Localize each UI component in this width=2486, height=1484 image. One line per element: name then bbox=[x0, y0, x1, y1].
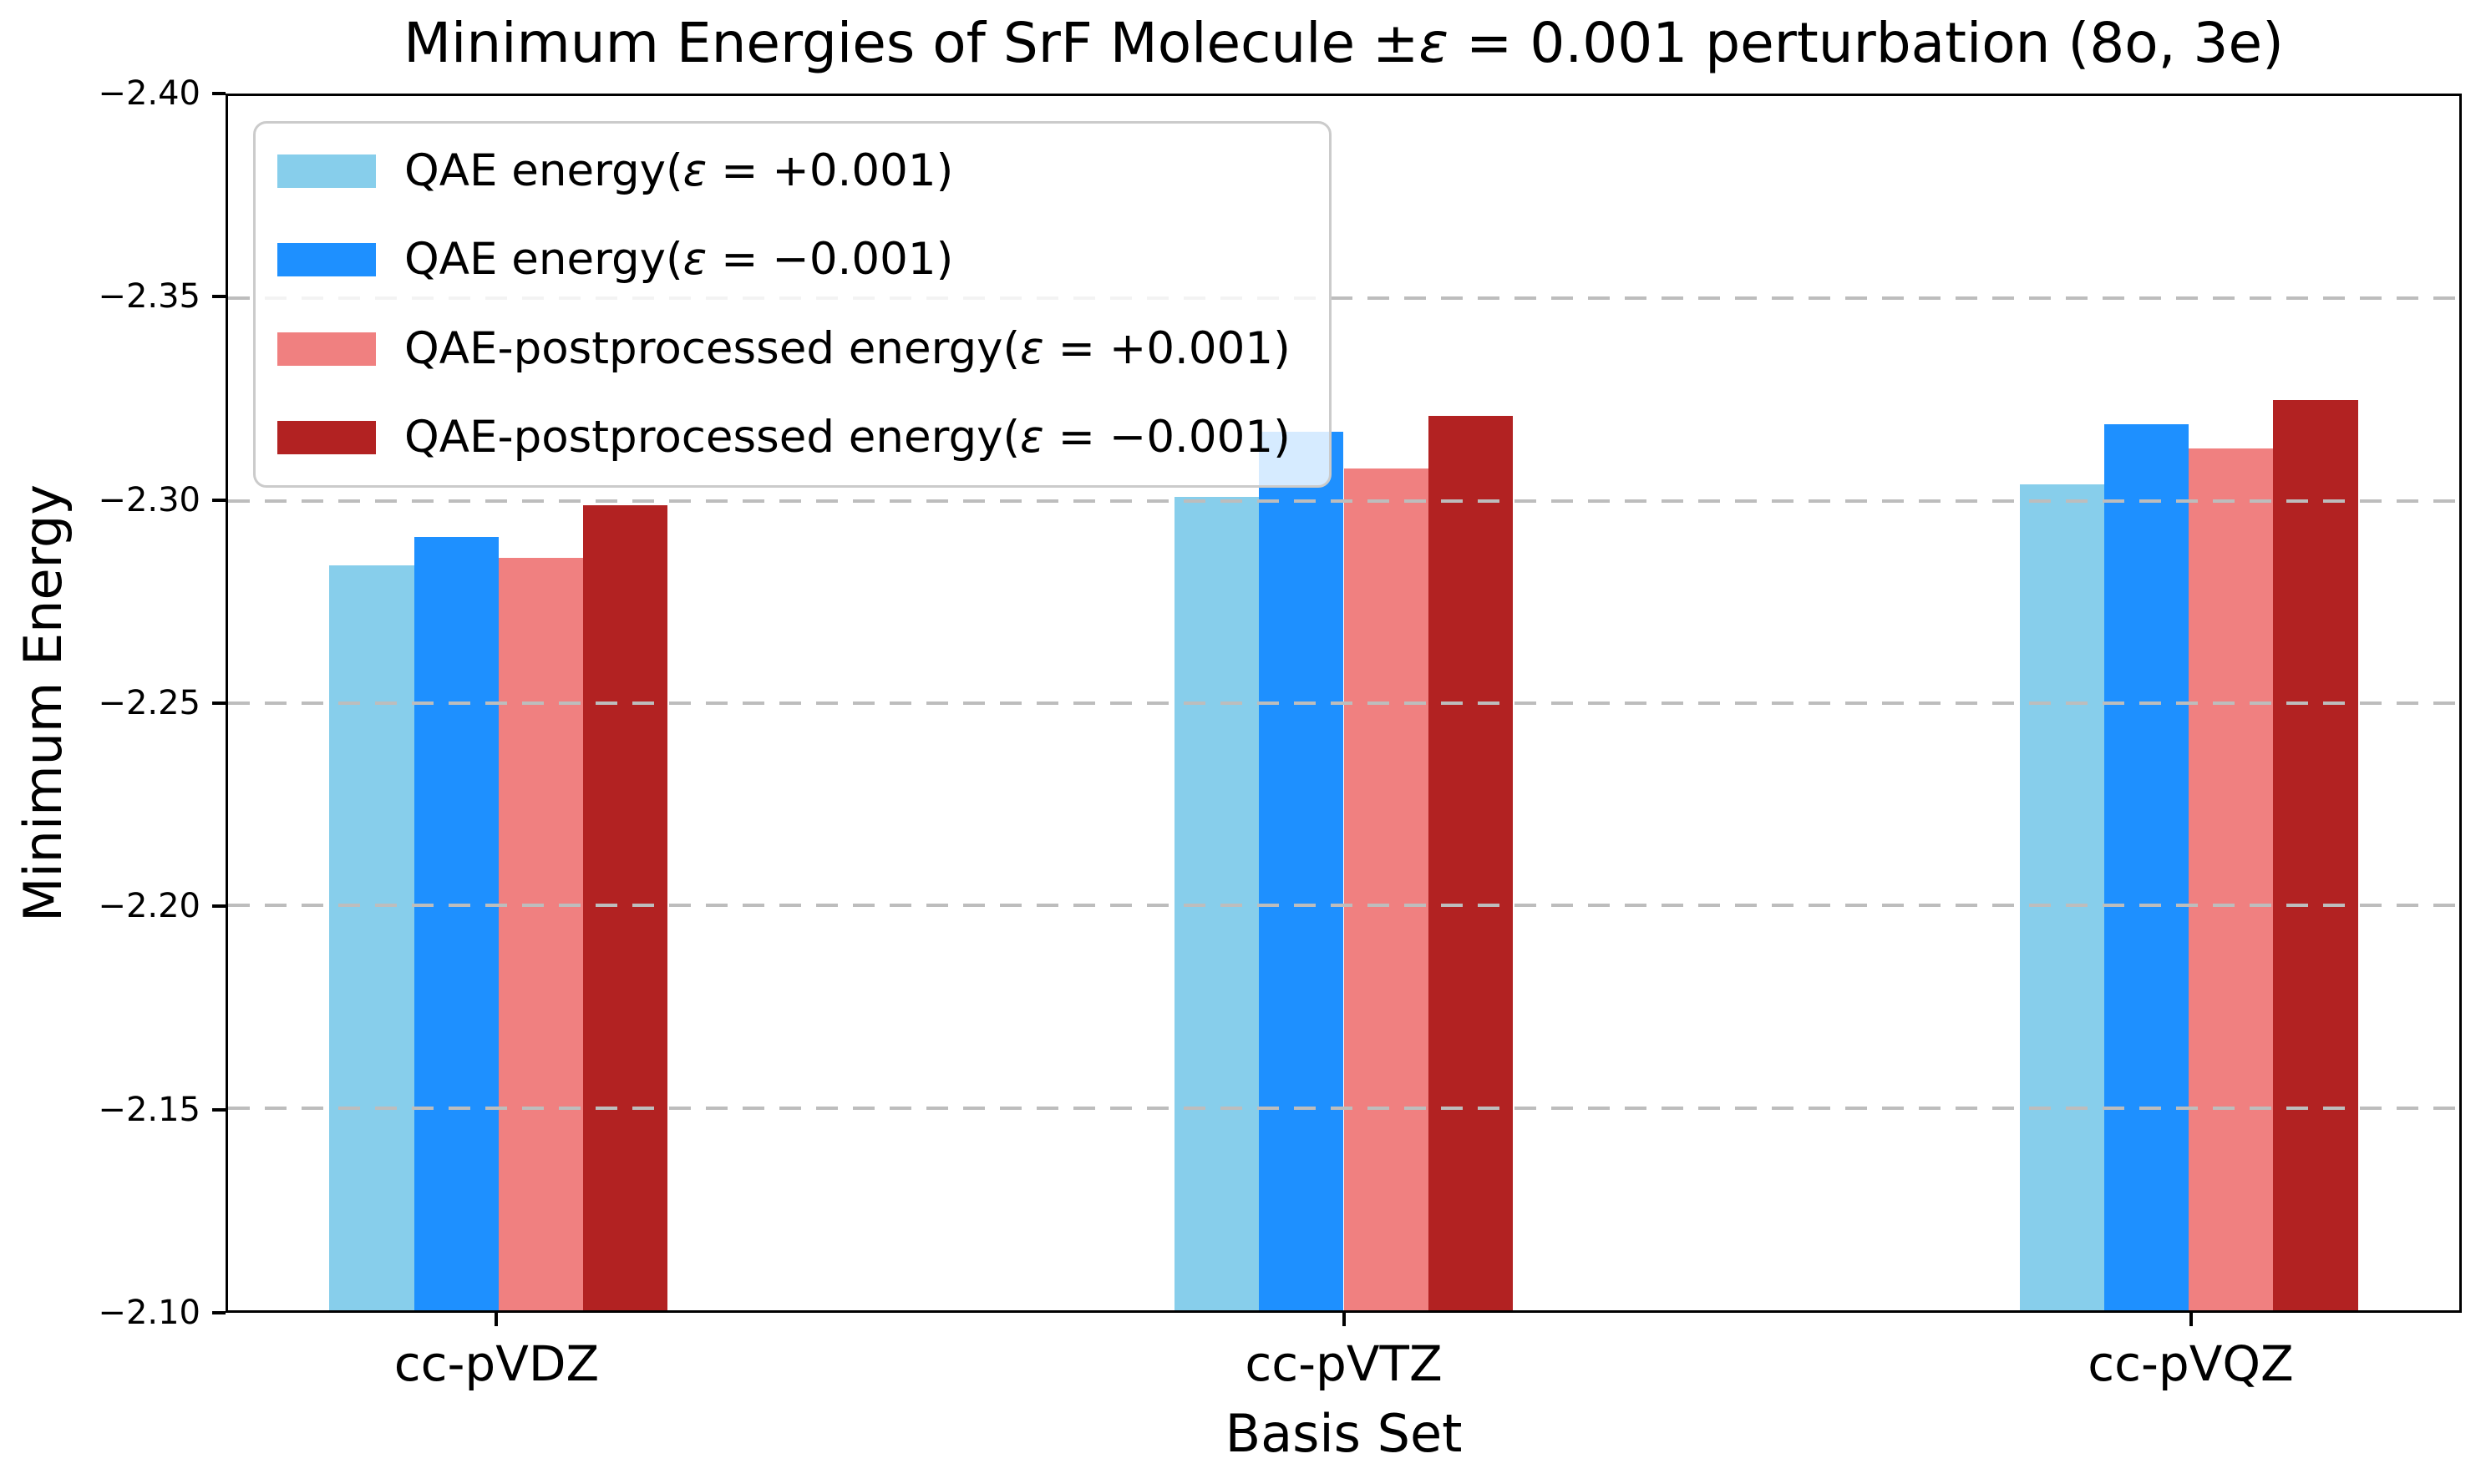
legend-row: QAE energy(ε = +0.001) bbox=[277, 145, 1291, 196]
y-tick-label: −2.10 bbox=[98, 1294, 200, 1332]
legend-swatch-icon bbox=[277, 154, 376, 189]
y-tick-label: −2.35 bbox=[98, 277, 200, 317]
y-tick-mark bbox=[212, 295, 226, 299]
x-tick-label-cc-pvdz: cc-pVDZ bbox=[393, 1335, 600, 1392]
y-tick-label: −2.40 bbox=[98, 74, 200, 113]
bar-qae-postprocessed-energy-0-001--cc-pVTZ bbox=[1343, 468, 1428, 1310]
x-tick-mark bbox=[2189, 1313, 2193, 1326]
y-tick-label: −2.15 bbox=[98, 1090, 200, 1129]
legend-label: QAE energy(ε = −0.001) bbox=[404, 234, 954, 286]
y-tick-label: −2.20 bbox=[98, 887, 200, 926]
gridline bbox=[228, 701, 2459, 705]
y-tick-mark bbox=[212, 92, 226, 95]
y-tick-mark bbox=[212, 498, 226, 502]
bar-qae-energy-0-001--cc-pVQZ bbox=[2104, 423, 2189, 1310]
legend-swatch-icon bbox=[277, 421, 376, 455]
x-tick-mark bbox=[495, 1313, 499, 1326]
bar-qae-energy-0-001--cc-pVTZ bbox=[1259, 432, 1344, 1310]
legend-swatch-icon bbox=[277, 243, 376, 277]
bar-qae-energy-0-001--cc-pVTZ bbox=[1175, 496, 1260, 1310]
gridline bbox=[228, 904, 2459, 908]
x-axis-label: Basis Set bbox=[1225, 1403, 1463, 1464]
bar-qae-energy-0-001--cc-pVDZ bbox=[329, 565, 414, 1310]
bar-qae-postprocessed-energy-0-001--cc-pVQZ bbox=[2189, 448, 2274, 1310]
legend-label: QAE-postprocessed energy(ε = +0.001) bbox=[404, 322, 1291, 374]
bar-qae-postprocessed-energy-0-001--cc-pVQZ bbox=[2273, 399, 2358, 1310]
chart-title: Minimum Energies of SrF Molecule ±ε = 0.… bbox=[403, 11, 2284, 75]
y-tick-mark bbox=[212, 1107, 226, 1112]
legend-row: QAE-postprocessed energy(ε = −0.001) bbox=[277, 413, 1291, 462]
legend-row: QAE-postprocessed energy(ε = +0.001) bbox=[277, 322, 1291, 374]
gridline bbox=[228, 499, 2459, 503]
bar-qae-postprocessed-energy-0-001--cc-pVTZ bbox=[1428, 415, 1513, 1310]
bar-qae-postprocessed-energy-0-001--cc-pVDZ bbox=[498, 557, 583, 1310]
x-tick-label-cc-pvtz: cc-pVTZ bbox=[1245, 1335, 1443, 1392]
x-tick-mark bbox=[1342, 1313, 1346, 1326]
gridline bbox=[228, 296, 2459, 301]
legend: QAE energy(ε = +0.001) QAE energy(ε = −0.… bbox=[253, 121, 1332, 489]
bar-qae-energy-0-001--cc-pVQZ bbox=[2019, 484, 2105, 1310]
y-tick-label: −2.25 bbox=[98, 684, 200, 722]
y-tick-mark bbox=[212, 904, 226, 909]
plot-area: QAE energy(ε = +0.001) QAE energy(ε = −0.… bbox=[226, 94, 2462, 1313]
y-tick-mark bbox=[212, 701, 226, 705]
gridline bbox=[228, 1106, 2459, 1110]
y-tick-label: −2.30 bbox=[98, 480, 200, 519]
y-tick-mark bbox=[212, 1311, 226, 1314]
legend-label: QAE-postprocessed energy(ε = −0.001) bbox=[404, 411, 1291, 463]
x-tick-label-cc-pvqz: cc-pVQZ bbox=[2088, 1335, 2294, 1392]
legend-swatch-icon bbox=[277, 332, 376, 366]
legend-label: QAE energy(ε = +0.001) bbox=[404, 145, 954, 196]
bar-qae-postprocessed-energy-0-001--cc-pVDZ bbox=[582, 504, 668, 1310]
bar-qae-energy-0-001--cc-pVDZ bbox=[413, 537, 499, 1310]
legend-row: QAE energy(ε = −0.001) bbox=[277, 234, 1291, 286]
